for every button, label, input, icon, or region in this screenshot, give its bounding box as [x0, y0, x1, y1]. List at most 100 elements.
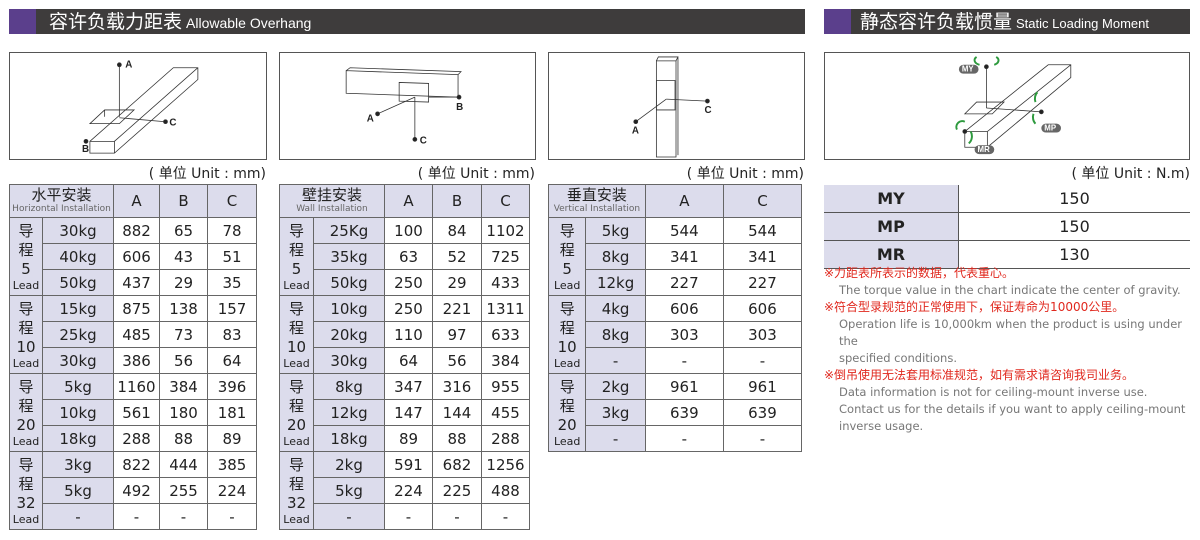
lead-label-char: 导	[288, 221, 304, 240]
lead-label-char: 程	[559, 318, 575, 337]
load-cell: -	[41, 503, 115, 530]
load-cell: 30kg	[41, 217, 115, 244]
table-row: 导程 20 Lead 8kg 347 316 955	[279, 373, 530, 452]
lead-label-char: 程	[288, 240, 304, 259]
note-cn: ※力距表所表示的数据，代表重心。	[824, 266, 1015, 280]
label-c: C	[420, 135, 427, 146]
lead-label-char: 导	[18, 377, 34, 396]
lead-label-char: 程	[559, 396, 575, 415]
value-cell: 147	[384, 399, 433, 426]
table-row: ---	[549, 347, 803, 374]
lead-label-char: 导	[288, 455, 304, 474]
value-cell: 341	[644, 243, 724, 270]
value-cell: 316	[432, 373, 482, 400]
load-cell: 18kg	[41, 425, 115, 452]
table-row: 导程 5 Lead 25Kg 100 84 1102	[279, 217, 530, 296]
header-cn: 垂直安装	[566, 186, 627, 204]
value-cell: 303	[644, 321, 724, 348]
table-header-row: 壁挂安装 Wall Installation A B C	[279, 184, 530, 218]
lead-label-char: 程	[559, 240, 575, 259]
value-cell: 961	[644, 373, 724, 400]
value-cell: 433	[481, 269, 530, 296]
lead-label-char: 程	[288, 396, 304, 415]
lead-en: Lead	[553, 356, 581, 370]
load-cell: 12kg	[585, 269, 646, 296]
lead-label-char: 程	[18, 474, 34, 493]
value-cell: 606	[722, 295, 803, 322]
note-en: specified conditions.	[839, 351, 957, 365]
moment-row: MP 150	[824, 212, 1190, 241]
label-c: C	[704, 105, 711, 116]
table-row: 5kg 492 255 224	[10, 477, 258, 504]
value-cell: 157	[207, 295, 258, 322]
lead-value: 5	[291, 259, 302, 278]
value-cell: 88	[432, 425, 482, 452]
value-cell: 51	[207, 243, 258, 270]
installation-header: 水平安装 Horizontal Installation	[8, 184, 115, 218]
value-cell: 955	[481, 373, 530, 400]
value-cell: 882	[113, 217, 161, 244]
lead-label-char: 导	[559, 299, 575, 318]
column-header: A	[384, 184, 433, 218]
value-cell: 56	[432, 347, 482, 374]
table-header-row: 垂直安装 Vertical Installation A C	[548, 184, 803, 218]
value-cell: 89	[207, 425, 258, 452]
lead-en: Lead	[283, 278, 310, 292]
table-row: 12kg 147 144 455	[280, 399, 530, 426]
value-cell: 65	[159, 217, 209, 244]
header-accent	[824, 9, 851, 34]
header-en: Wall Installation	[296, 204, 368, 214]
value-cell: 341	[722, 243, 803, 270]
table-row: ----	[280, 503, 530, 530]
load-cell: 50kg	[313, 269, 385, 296]
value-cell: 444	[159, 451, 209, 478]
value-cell: 78	[207, 217, 258, 244]
value-cell: 606	[113, 243, 161, 270]
load-cell: -	[313, 503, 385, 530]
value-cell: 97	[432, 321, 482, 348]
moment-diagram: MY MP MR	[824, 52, 1190, 160]
value-cell: 488	[481, 477, 530, 504]
load-cell: 3kg	[41, 451, 115, 478]
overhang-title-en: Allowable Overhang	[186, 15, 312, 31]
load-cell: 3kg	[585, 399, 646, 426]
value-cell: -	[722, 425, 803, 452]
lead-value: 10	[286, 337, 307, 356]
value-cell: 822	[113, 451, 161, 478]
value-cell: 682	[432, 451, 482, 478]
vertical-diagram: A C	[548, 52, 805, 160]
table-row: ---	[549, 425, 803, 452]
note-en: inverse usage.	[839, 419, 924, 433]
value-cell: -	[159, 503, 209, 530]
value-cell: 250	[384, 269, 433, 296]
lead-group-label: 导程 20 Lead	[9, 373, 43, 452]
wall-diagram: A B C	[279, 52, 536, 160]
load-cell: -	[585, 347, 646, 374]
lead-label-char: 程	[18, 396, 34, 415]
lead-value: 10	[557, 337, 577, 356]
load-cell: 35kg	[313, 243, 385, 270]
label-b: B	[82, 144, 89, 155]
value-cell: -	[722, 347, 803, 374]
value-cell: -	[644, 425, 724, 452]
header-en: Horizontal Installation	[12, 204, 111, 214]
column-header: A	[113, 184, 161, 218]
load-cell: 10kg	[313, 295, 385, 322]
moment-key: MY	[824, 185, 959, 213]
load-cell: 50kg	[41, 269, 115, 296]
value-cell: 84	[432, 217, 482, 244]
value-cell: 961	[722, 373, 803, 400]
label-c: C	[169, 118, 176, 129]
label-my: MY	[962, 65, 975, 74]
value-cell: 561	[113, 399, 161, 426]
column-header: A	[644, 184, 724, 218]
lead-value: 20	[16, 415, 36, 434]
table-row: 导程 10 Lead 10kg 250 221 1311	[279, 295, 530, 374]
horizontal-diagram: A B C	[9, 52, 267, 160]
load-cell: 20kg	[313, 321, 385, 348]
table-row: 40kg 606 43 51	[10, 243, 258, 270]
value-cell: 544	[722, 217, 803, 244]
value-cell: 73	[159, 321, 209, 348]
lead-group-label: 导程 32 Lead	[9, 451, 43, 530]
column-header: B	[432, 184, 482, 218]
